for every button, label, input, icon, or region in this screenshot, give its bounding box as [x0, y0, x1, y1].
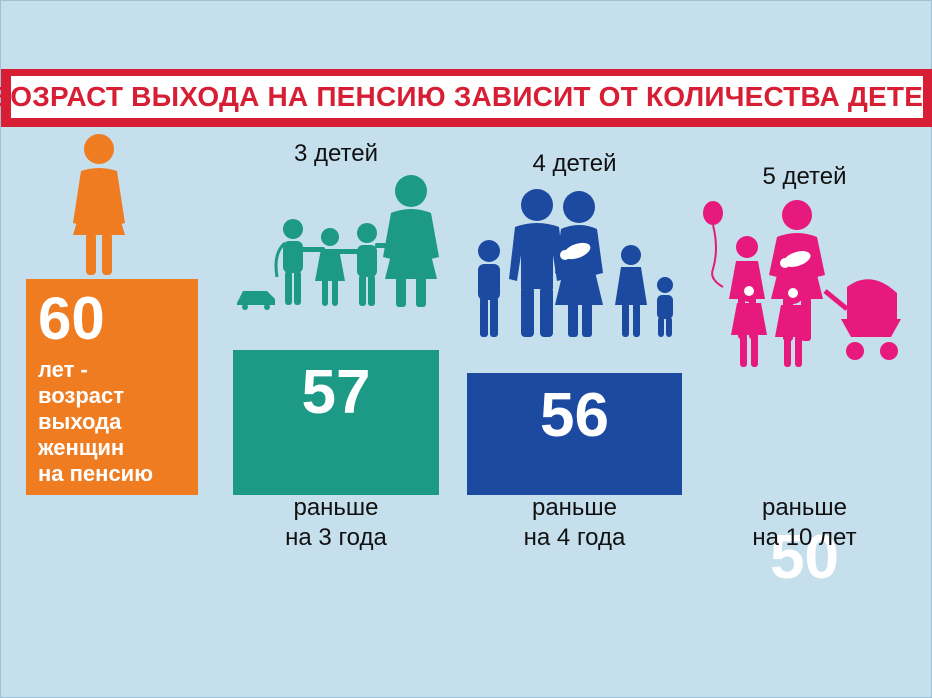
base-note-line: выхода [38, 409, 122, 434]
earlier-line: раньше [293, 494, 379, 521]
title-banner: ВОЗРАСТ ВЫХОДА НА ПЕНСИЮ ЗАВИСИТ ОТ КОЛИ… [0, 69, 932, 127]
woman-icon [73, 134, 125, 275]
base-note: лет - возраст выхода женщин на пенсию [38, 357, 153, 487]
base-note-line: лет - [38, 357, 88, 382]
bar-value-label: 57 [301, 358, 371, 427]
category-label-4-children: 4 детей [532, 150, 617, 177]
base-note-line: на пенсию [38, 461, 153, 486]
base-note-line: женщин [38, 435, 125, 460]
family-5-children-icon [703, 200, 901, 367]
title-banner-inner: ВОЗРАСТ ВЫХОДА НА ПЕНСИЮ ЗАВИСИТ ОТ КОЛИ… [0, 76, 932, 118]
earlier-line: на 3 года [285, 524, 387, 551]
earlier-line: на 4 года [523, 524, 626, 551]
bar-base-60: 60 лет - возраст выхода женщин на пенсию [26, 279, 198, 495]
family-3-children-icon [237, 175, 439, 310]
category-label-5-children: 5 детей [762, 163, 847, 190]
earlier-line: на 10 лет [752, 524, 857, 551]
bar-value-label: 56 [540, 381, 609, 450]
category-label-3-children: 3 детей [293, 140, 379, 167]
bar-value-label: 50 [770, 523, 839, 592]
family-4-children-icon [478, 189, 673, 337]
earlier-label-4-children: раньше на 4 года [467, 493, 682, 553]
earlier-line: раньше [531, 494, 618, 521]
chart-title: ВОЗРАСТ ВЫХОДА НА ПЕНСИЮ ЗАВИСИТ ОТ КОЛИ… [0, 81, 932, 112]
earlier-label-3-children: раньше на 3 года [233, 493, 439, 553]
bar-4-children: 56 [467, 373, 682, 495]
base-note-line: возраст [38, 383, 125, 408]
earlier-label-5-children: раньше на 10 лет [701, 493, 908, 553]
base-value-label: 60 [38, 285, 105, 352]
bar-3-children: 57 [233, 350, 439, 495]
earlier-line: раньше [761, 494, 848, 521]
